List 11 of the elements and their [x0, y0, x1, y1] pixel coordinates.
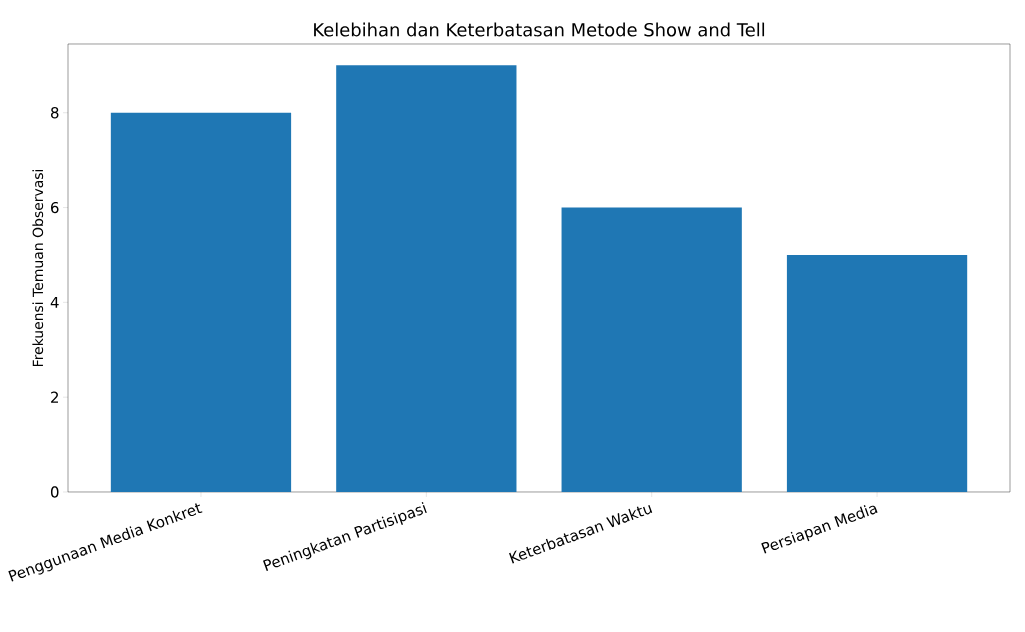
- bar: [786, 254, 968, 492]
- bar: [336, 65, 517, 492]
- y-tick-label: 8: [51, 107, 59, 119]
- y-tick-label: 0: [50, 486, 59, 498]
- chart-title: Kelebihan dan Keterbatasan Metode Show and Tell: [314, 22, 765, 37]
- bar: [561, 207, 742, 492]
- y-axis-title: Frekuensi Temuan Observasi: [32, 169, 44, 367]
- y-tick-label: 4: [50, 296, 59, 308]
- y-tick-label: 2: [51, 391, 58, 403]
- bar: [110, 112, 292, 492]
- y-tick-label: 6: [51, 201, 59, 214]
